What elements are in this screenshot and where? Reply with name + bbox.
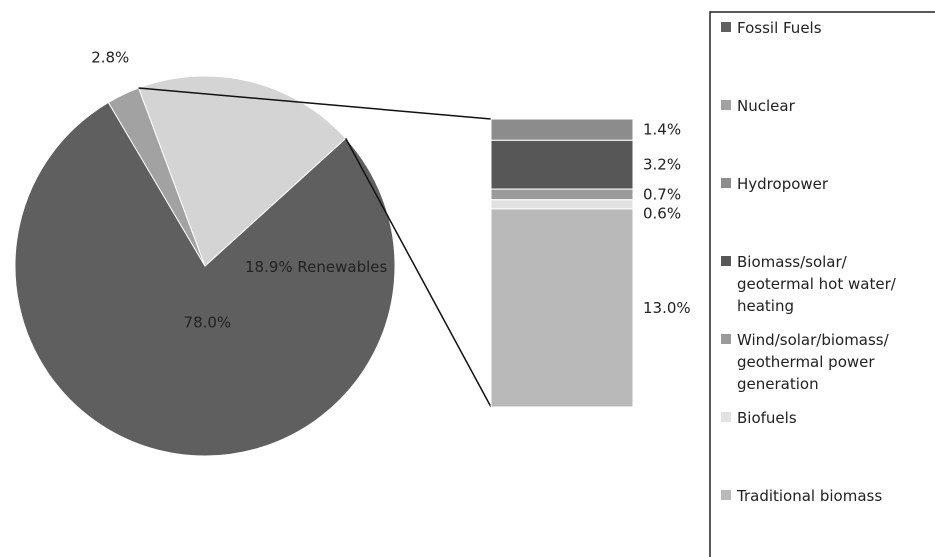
bar-segment-biofuels xyxy=(490,199,634,210)
legend-swatch xyxy=(721,412,731,422)
legend: Fossil Fuels Nuclear Hydropower Biomass/sol… xyxy=(709,11,935,557)
bar-segment-biomass-solar-geotermal-hot-water-heating xyxy=(490,139,634,190)
pie-label-nuclear: 2.8% xyxy=(91,48,129,66)
bar-label-traditional-biomass: 13.0% xyxy=(643,299,691,317)
legend-swatch xyxy=(721,100,731,110)
legend-label: Nuclear xyxy=(737,97,796,115)
legend-label: geotermal hot water/ xyxy=(737,275,897,293)
legend-label: heating xyxy=(737,297,794,315)
legend-border xyxy=(709,11,935,557)
renewables-breakdown-bar: 1.4% 3.2% 0.7%0.6% 13.0% xyxy=(490,118,691,408)
connector-line-top xyxy=(138,87,492,120)
legend-swatch xyxy=(721,256,731,266)
legend-label: geothermal power xyxy=(737,353,875,371)
bar-segment-hydropower xyxy=(490,118,634,141)
legend-label: Fossil Fuels xyxy=(737,19,822,37)
legend-swatch xyxy=(721,334,731,344)
legend-label: Hydropower xyxy=(737,175,829,193)
connector-line-bottom xyxy=(345,137,492,408)
bar-label-biofuels: 0.6% xyxy=(643,204,681,222)
pie-label-fossil-fuels: 78.0% xyxy=(184,313,232,331)
legend-label: Traditional biomass xyxy=(736,487,882,505)
legend-swatch xyxy=(721,178,731,188)
pie-chart: 78.0% 2.8% 18.9% Renewables xyxy=(14,48,396,457)
bar-label-hydropower: 1.4% xyxy=(643,121,681,139)
breakdown-connectors xyxy=(138,87,492,408)
legend-label: Biomass/solar/ xyxy=(737,253,848,271)
legend-label: Biofuels xyxy=(737,409,797,427)
bar-label-wind-solar-biomass-geothermal-power-generation: 0.7% xyxy=(643,185,681,203)
bar-segment-wind-solar-biomass-geothermal-power-generation xyxy=(490,188,634,201)
legend-label: generation xyxy=(737,375,819,393)
pie-slice-renewables xyxy=(137,75,347,267)
pie-label-renewables: 18.9% Renewables xyxy=(245,258,388,276)
legend-swatch xyxy=(721,22,731,32)
bar-segment-traditional-biomass xyxy=(490,208,634,408)
legend-label: Wind/solar/biomass/ xyxy=(737,331,890,349)
legend-swatch xyxy=(721,490,731,500)
pie-slice-fossil-fuels xyxy=(14,101,396,457)
bar-label-biomass-solar-geotermal-hot-water-heating: 3.2% xyxy=(643,156,681,174)
